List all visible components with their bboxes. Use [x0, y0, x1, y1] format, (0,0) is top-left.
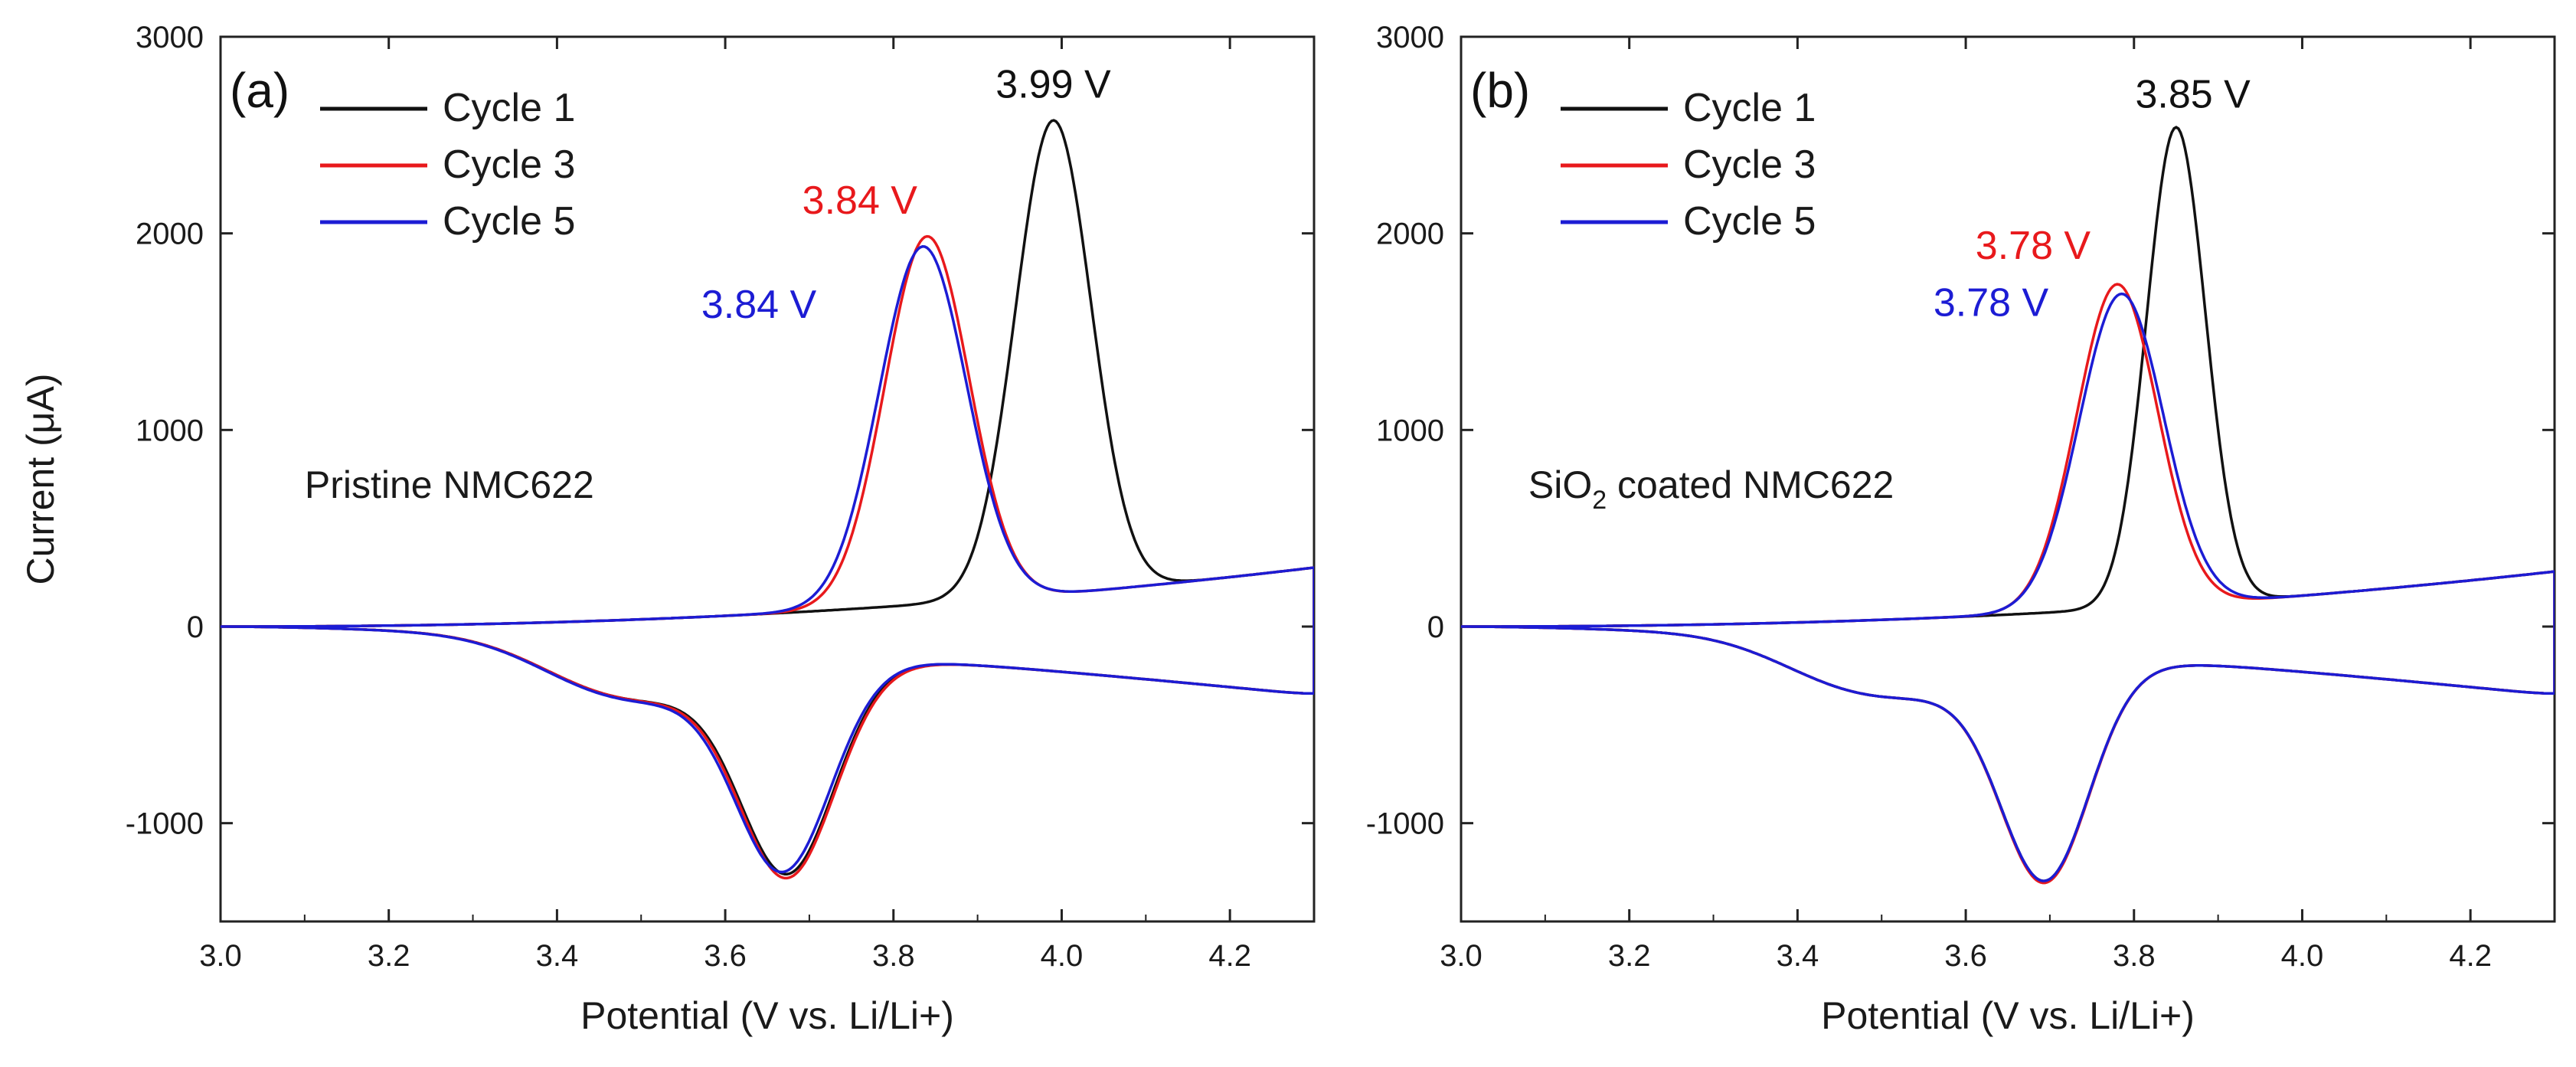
x-tick-label: 3.0: [1440, 939, 1483, 973]
y-tick-label: 0: [1427, 610, 1444, 644]
peak-annotation: 3.84 V: [701, 283, 817, 327]
series-line-cycle-5: [1461, 292, 2555, 882]
y-tick-label: 1000: [136, 414, 204, 447]
sample-label: Pristine NMC622: [305, 463, 594, 506]
x-tick-label: 3.4: [1777, 939, 1819, 973]
x-tick-label: 4.2: [1208, 939, 1251, 973]
x-tick-label: 3.6: [1944, 939, 1987, 973]
peak-annotation: 3.78 V: [1934, 280, 2049, 325]
legend-label: Cycle 3: [443, 142, 575, 187]
chart-panel-b: 3.0 3.2 3.4 3.6 3.8 4.0 4.2 -1000 0 1000 2000 3000 P…: [1366, 21, 2556, 1037]
x-tick-label: 4.0: [1041, 939, 1084, 973]
peak-annotation: 3.84 V: [803, 178, 918, 223]
peak-annotation: 3.85 V: [2135, 72, 2251, 116]
y-tick-label: -1000: [126, 807, 204, 841]
x-tick-label: 4.0: [2281, 939, 2324, 973]
x-tick-label: 3.4: [536, 939, 579, 973]
series-line-cycle-3: [1461, 283, 2555, 885]
series-line-cycle-5: [221, 245, 1314, 874]
x-tick-label: 3.6: [704, 939, 747, 973]
x-tick-label: 3.8: [2113, 939, 2156, 973]
x-axis-title: Potential (V vs. Li/Li+): [1821, 994, 2195, 1037]
legend-label: Cycle 5: [443, 199, 575, 244]
plot-frame: [1460, 35, 2556, 923]
x-axis-title: Potential (V vs. Li/Li+): [580, 994, 954, 1037]
y-tick-label: -1000: [1366, 807, 1444, 841]
chart-panel-a: 3.0 3.2 3.4 3.6 3.8 4.0 4.2 -1000 0 1000 2000 3000 P…: [19, 21, 1316, 1037]
x-tick-label: 3.0: [199, 939, 242, 973]
plot-frame: [219, 35, 1316, 923]
sample-label: SiO2 coated NMC622: [1528, 463, 1894, 515]
legend-label: Cycle 1: [1683, 86, 1816, 130]
y-axis-title: Current (μA): [19, 373, 62, 584]
panel-label: (b): [1470, 63, 1530, 118]
legend-label: Cycle 1: [443, 86, 575, 130]
peak-annotation: 3.99 V: [995, 63, 1111, 107]
y-tick-label: 3000: [136, 21, 204, 54]
series-line-cycle-3: [221, 234, 1314, 880]
x-tick-label: 4.2: [2449, 939, 2492, 973]
y-tick-label: 2000: [1376, 218, 1444, 251]
legend-label: Cycle 5: [1683, 199, 1816, 244]
x-tick-label: 3.2: [368, 939, 410, 973]
x-tick-label: 3.8: [872, 939, 915, 973]
y-tick-label: 0: [187, 610, 204, 644]
legend-label: Cycle 3: [1683, 142, 1816, 187]
panel-label: (a): [230, 63, 289, 118]
y-tick-label: 2000: [136, 218, 204, 251]
y-tick-label: 3000: [1376, 21, 1444, 54]
y-tick-label: 1000: [1376, 414, 1444, 447]
peak-annotation: 3.78 V: [1976, 224, 2091, 268]
x-tick-label: 3.2: [1608, 939, 1651, 973]
